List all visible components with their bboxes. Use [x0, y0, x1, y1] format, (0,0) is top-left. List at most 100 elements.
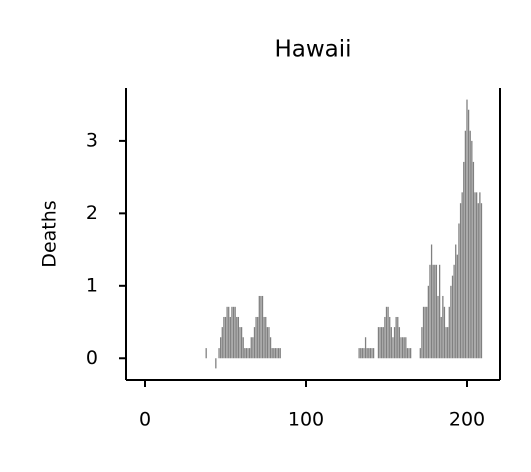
bar — [381, 327, 383, 359]
bar — [232, 306, 235, 359]
bar — [271, 348, 273, 359]
y-tick-label: 2 — [86, 202, 98, 224]
bar — [250, 337, 252, 359]
bar — [459, 203, 462, 359]
bar — [265, 316, 267, 359]
bar — [438, 264, 441, 359]
bar — [406, 348, 409, 359]
bar — [480, 203, 483, 359]
chart-title: Hawaii — [274, 37, 351, 63]
bar — [472, 161, 475, 359]
bar — [445, 327, 447, 359]
bar — [226, 306, 228, 359]
bar — [220, 337, 222, 359]
x-tick-label: 0 — [139, 409, 151, 431]
bar — [476, 192, 478, 359]
y-tick-label: 0 — [86, 347, 98, 369]
bar — [393, 327, 396, 359]
bar — [467, 109, 470, 359]
bar — [228, 306, 230, 359]
y-tick-label: 1 — [86, 274, 98, 296]
x-tick-label: 200 — [449, 409, 485, 431]
bar — [464, 130, 467, 359]
bar — [432, 264, 434, 359]
bar — [234, 306, 236, 359]
bar — [218, 348, 220, 359]
bar — [379, 327, 381, 359]
bar — [224, 316, 227, 359]
bar — [372, 348, 375, 359]
bar — [469, 130, 471, 359]
bar — [360, 348, 362, 359]
bar — [410, 348, 412, 359]
bar — [422, 306, 425, 359]
bar — [363, 348, 365, 359]
bar — [401, 337, 404, 359]
bar — [245, 348, 248, 359]
bar — [260, 295, 262, 359]
bar — [455, 244, 457, 359]
bar — [269, 337, 272, 359]
bar — [223, 316, 225, 359]
bar — [384, 316, 386, 359]
bar — [237, 316, 240, 359]
bar — [440, 316, 442, 359]
bar — [258, 295, 260, 359]
bar — [266, 327, 269, 359]
bar — [389, 316, 391, 359]
bar — [400, 337, 402, 359]
bar — [382, 327, 384, 359]
bar — [253, 327, 256, 359]
bar — [257, 316, 259, 359]
bar — [263, 316, 265, 359]
bar — [242, 337, 244, 359]
bar — [221, 327, 223, 359]
y-tick-label: 3 — [86, 129, 98, 151]
bar — [403, 337, 405, 359]
bar — [421, 327, 423, 359]
bar — [358, 348, 360, 359]
bar — [453, 264, 455, 359]
bar — [239, 327, 241, 359]
bar — [405, 337, 407, 359]
bar — [448, 306, 450, 359]
bar — [477, 203, 479, 359]
bar — [398, 327, 401, 359]
bar — [229, 316, 231, 359]
bar — [430, 244, 433, 359]
bar — [377, 327, 380, 359]
bar — [231, 306, 233, 359]
bar — [364, 337, 367, 359]
bar — [244, 348, 246, 359]
y-axis-label: Deaths — [39, 200, 61, 267]
bar — [255, 316, 257, 359]
bar — [434, 264, 436, 359]
x-tick-label: 100 — [288, 409, 324, 431]
bar — [247, 348, 249, 359]
bar — [366, 348, 368, 359]
bar — [240, 327, 243, 359]
bar — [479, 192, 481, 359]
bar — [471, 140, 473, 359]
bar — [268, 327, 270, 359]
bar — [435, 264, 438, 359]
bar — [447, 327, 449, 359]
bar — [395, 316, 397, 359]
bar — [458, 223, 460, 359]
bar — [261, 295, 264, 359]
bar — [274, 348, 277, 359]
bar — [474, 192, 476, 359]
bar — [427, 285, 429, 359]
bar — [361, 348, 363, 359]
bar — [397, 316, 399, 359]
bar — [249, 348, 251, 359]
bar — [369, 348, 372, 359]
bar — [276, 348, 278, 359]
bar — [426, 306, 428, 359]
bar — [368, 348, 370, 359]
bar — [429, 264, 431, 359]
bar — [451, 275, 454, 359]
bar — [443, 306, 446, 359]
bar — [442, 295, 444, 359]
